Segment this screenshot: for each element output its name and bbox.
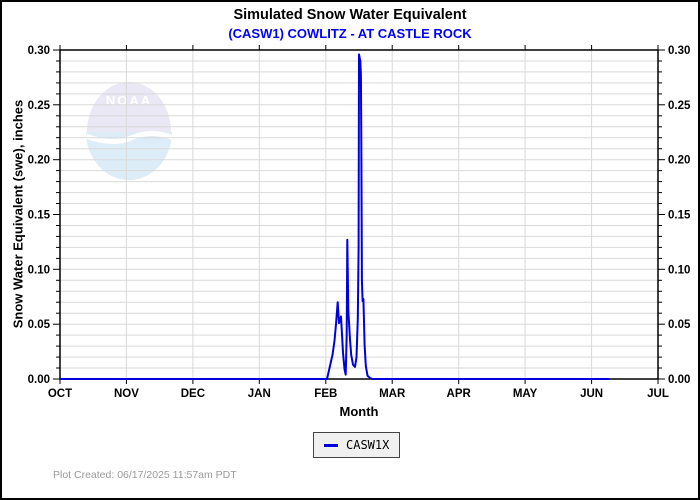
legend-box: CASW1X — [313, 432, 401, 458]
y-tick-label-right: 0.25 — [668, 100, 691, 112]
swe-line-series — [60, 53, 610, 380]
x-tick-label: MAY — [513, 388, 538, 400]
noaa-logo-top-shape — [87, 82, 171, 132]
x-tick-label: APR — [447, 388, 472, 400]
y-tick-label-right: 0.10 — [668, 264, 690, 276]
y-tick-label-left: 0.20 — [28, 155, 50, 167]
x-axis-title: Month — [339, 404, 379, 419]
x-tick-label: MAR — [379, 388, 406, 400]
noaa-logo-watermark: NOAA — [85, 82, 174, 180]
y-tick-label-left: 0.30 — [28, 45, 50, 57]
x-tick-label: JUN — [580, 388, 603, 400]
x-tick-label: NOV — [114, 388, 139, 400]
y-tick-label-right: 0.15 — [668, 210, 691, 222]
y-tick-label-left: 0.15 — [28, 210, 51, 222]
legend-line-sample-icon — [324, 443, 338, 447]
series-group — [60, 53, 610, 380]
tick-labels: 0.00 0.00 0.05 0.05 0.10 0.10 0.15 0.15 0.20 0.20… — [28, 45, 691, 400]
noaa-logo-wave-shape — [86, 132, 172, 180]
x-tick-label: JUL — [647, 388, 669, 400]
y-tick-label-left: 0.00 — [28, 374, 50, 386]
x-tick-label: DEC — [181, 388, 205, 400]
y-tick-label-left: 0.25 — [28, 100, 51, 112]
plot-created-timestamp: Plot Created: 06/17/2025 11:57am PDT — [53, 469, 237, 481]
legend-series-label: CASW1X — [346, 438, 390, 452]
y-tick-label-left: 0.05 — [28, 319, 51, 331]
x-tick-label: FEB — [314, 388, 337, 400]
x-tick-label: OCT — [48, 388, 72, 400]
y-tick-label-right: 0.05 — [668, 319, 691, 331]
x-tick-label: JAN — [248, 388, 271, 400]
y-tick-label-left: 0.10 — [28, 264, 50, 276]
chart-subtitle: (CASW1) COWLITZ - AT CASTLE ROCK — [228, 26, 472, 41]
gridlines — [60, 50, 658, 379]
chart-title: Simulated Snow Water Equivalent — [233, 7, 467, 23]
y-tick-label-right: 0.20 — [668, 155, 690, 167]
y-tick-label-right: 0.00 — [668, 374, 690, 386]
y-tick-label-right: 0.30 — [668, 45, 690, 57]
noaa-logo-text: NOAA — [106, 93, 152, 108]
